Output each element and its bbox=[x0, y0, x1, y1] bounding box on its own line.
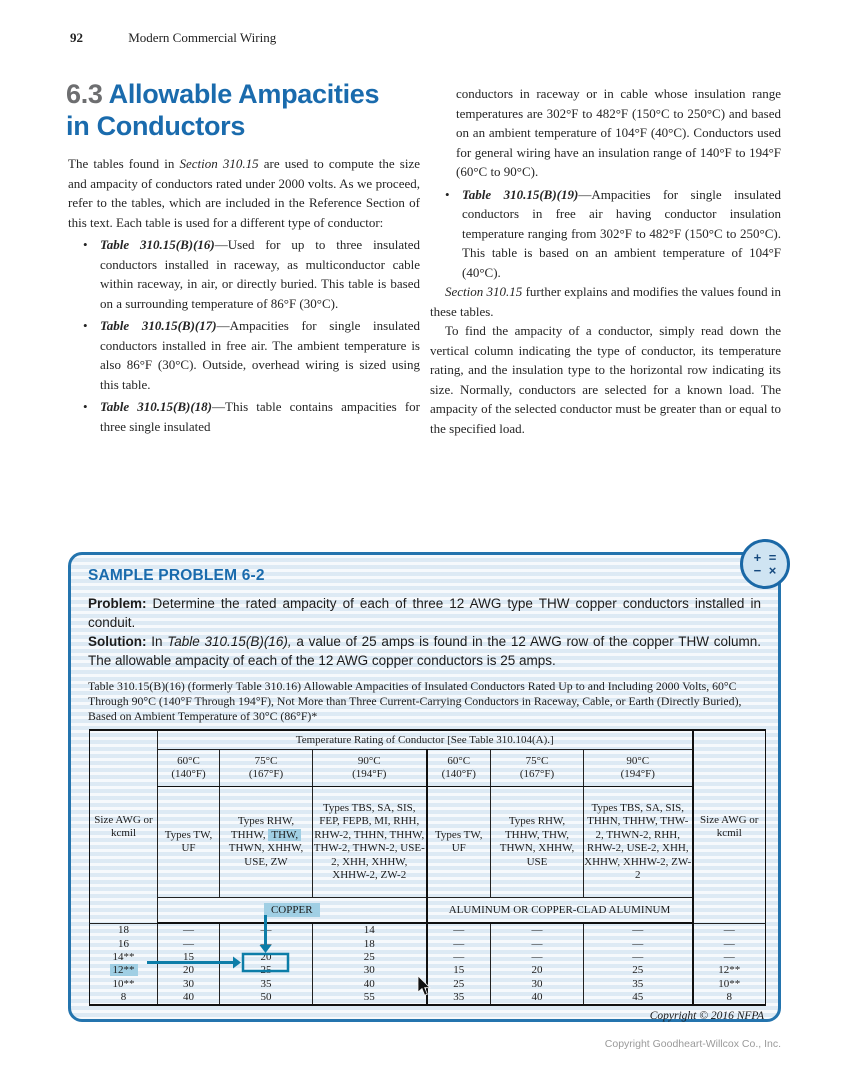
table-row: 8 40 50 55 35 40 45 8 bbox=[90, 990, 766, 1006]
ampacity-table: Size AWG or kcmil Temperature Rating of C… bbox=[89, 729, 766, 1007]
bullet-item-b16: • Table 310.15(B)(16)—Used for up to thr… bbox=[83, 237, 421, 311]
problem-statement: Problem: Determine the rated ampacity of… bbox=[88, 596, 761, 630]
mouse-cursor bbox=[417, 976, 431, 996]
bullet-icon: • bbox=[83, 318, 88, 333]
temp-col-header: 90°C (194°F) bbox=[583, 749, 693, 787]
temp-col-header: 75°C (167°F) bbox=[490, 749, 584, 787]
page-header: 92 Modern Commercial Wiring bbox=[70, 30, 276, 46]
table-caption: Table 310.15(B)(16) (formerly Table 310.… bbox=[88, 679, 742, 723]
paragraph-section-310-15: Section 310.15 further explains and modi… bbox=[430, 284, 781, 319]
aluminum-header: ALUMINUM OR COPPER-CLAD ALUMINUM bbox=[425, 897, 693, 924]
ampacity-table-wrapper: Size AWG or kcmil Temperature Rating of C… bbox=[89, 729, 766, 1007]
intro-paragraph: The tables found in Section 310.15 are u… bbox=[68, 156, 421, 230]
nfpa-copyright: Copyright © 2016 NFPA bbox=[649, 1010, 764, 1023]
section-title: 6.3 Allowable Ampacities in Conductors bbox=[66, 79, 380, 141]
section-number: 6.3 bbox=[66, 79, 103, 109]
types-copper-75: Types RHW, THHW, THW, THWN, XHHW, USE, Z… bbox=[219, 786, 313, 898]
types-aluminum-90: Types TBS, SA, SIS, THHN, THHW, THW-2, T… bbox=[583, 786, 693, 898]
bullet-icon: • bbox=[83, 399, 88, 414]
bullet-icon: • bbox=[445, 186, 450, 202]
bullet-item-b17: • Table 310.15(B)(17)—Ampacities for sin… bbox=[83, 318, 420, 392]
calculator-icon: + = − × bbox=[740, 539, 790, 589]
page-number: 92 bbox=[70, 30, 83, 45]
temp-col-header: 60°C (140°F) bbox=[425, 749, 491, 787]
types-copper-90: Types TBS, SA, SIS, FEP, FEPB, MI, RHH, … bbox=[312, 786, 427, 898]
right-column: conductors in raceway or in cable whose … bbox=[430, 84, 781, 438]
table-row: 16— —18— — — — bbox=[90, 937, 766, 951]
paragraph-find-ampacity: To find the ampacity of a conductor, sim… bbox=[430, 323, 781, 436]
table-row: 14** 15 20 25— — — — bbox=[90, 950, 766, 965]
selected-ampacity-cell: 25 bbox=[219, 964, 313, 978]
bullet-item-b18: • Table 310.15(B)(18)—This table contain… bbox=[83, 399, 420, 434]
temp-col-header: 75°C (167°F) bbox=[219, 749, 313, 787]
types-copper-60: Types TW, UF bbox=[157, 786, 220, 898]
copper-highlight: COPPER bbox=[263, 902, 320, 917]
temperature-rating-header: Temperature Rating of Conductor [See Tab… bbox=[157, 730, 693, 750]
solution-statement: Solution: In Table 310.15(B)(16), a valu… bbox=[88, 634, 761, 668]
bullet-item-b19: • Table 310.15(B)(19)—Ampacities for sin… bbox=[445, 186, 781, 280]
size-header-left: Size AWG or kcmil bbox=[89, 730, 158, 924]
temp-col-header: 90°C (194°F) bbox=[312, 749, 427, 787]
sample-problem-box: + = − × SAMPLE PROBLEM 6-2 Problem: Dete… bbox=[68, 539, 790, 1023]
page-footer: Copyright Goodheart-Willcox Co., Inc. bbox=[604, 1038, 781, 1050]
size-header-right: Size AWG or kcmil bbox=[691, 730, 766, 924]
table-row-12awg: 12** 20 25 30 15 20 25 12** bbox=[90, 964, 766, 978]
sample-problem-title: SAMPLE PROBLEM 6-2 bbox=[88, 567, 265, 584]
table-row: 10** 30 35 40 25 30 35 10** bbox=[90, 977, 766, 991]
bullet-continuation: conductors in raceway or in cable whose … bbox=[456, 86, 781, 179]
thw-highlight: THW, bbox=[268, 828, 302, 841]
left-column: The tables found in Section 310.15 are u… bbox=[68, 154, 420, 436]
types-aluminum-60: Types TW, UF bbox=[425, 786, 491, 898]
temp-col-header: 60°C (140°F) bbox=[157, 749, 220, 787]
table-row: 18— —14— — — — bbox=[90, 923, 766, 938]
copper-header: COPPER bbox=[157, 897, 427, 924]
size-12-highlight: 12** bbox=[109, 964, 138, 977]
types-aluminum-75: Types RHW, THHW, THW, THWN, XHHW, USE bbox=[490, 786, 584, 898]
book-title: Modern Commercial Wiring bbox=[128, 30, 277, 45]
bullet-icon: • bbox=[83, 237, 88, 252]
